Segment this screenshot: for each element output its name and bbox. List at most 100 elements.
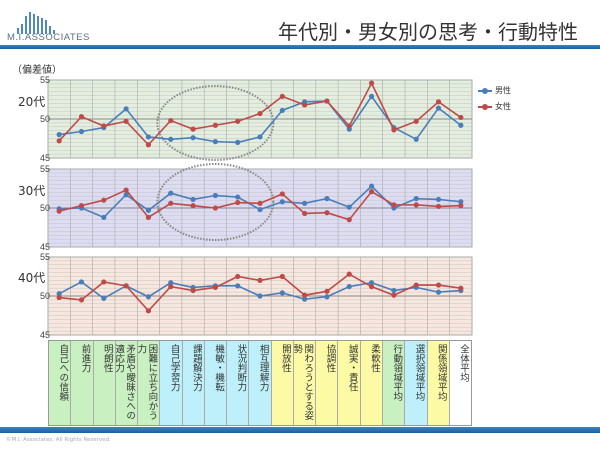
data-point-male [235, 194, 241, 200]
logo-icon [17, 12, 55, 34]
data-point-female [302, 210, 308, 217]
category-label: 関わろうとする姿勢 [293, 341, 317, 425]
data-point-male [145, 294, 152, 300]
data-point-female [235, 273, 241, 280]
data-point-female [302, 292, 308, 298]
data-point-male [235, 139, 241, 145]
data-point-male [368, 183, 375, 189]
data-point-male [123, 192, 129, 198]
data-point-male [168, 280, 174, 286]
data-point-male [302, 296, 308, 302]
data-point-female [346, 271, 352, 277]
category-label: 協調性 [316, 341, 339, 425]
data-point-female [168, 284, 174, 290]
data-point-male [279, 199, 285, 205]
data-point-male [302, 200, 308, 206]
data-point-male [257, 293, 263, 299]
category-label: 誠実・責任 [338, 341, 361, 425]
data-point-male [279, 290, 285, 296]
data-point-male [145, 207, 152, 213]
data-point-female [212, 122, 218, 128]
data-point-male [391, 287, 397, 294]
data-point-female [324, 210, 330, 216]
data-point-female [324, 98, 330, 104]
data-point-male [168, 136, 174, 142]
data-point-male [145, 134, 152, 140]
data-point-male [212, 192, 218, 199]
data-point-female [101, 123, 107, 129]
data-point-male [78, 279, 85, 285]
y-tick-label: 45 [40, 153, 50, 163]
header-divider [0, 45, 600, 49]
data-point-female [56, 138, 62, 144]
data-point-male [458, 199, 464, 205]
data-point-male [435, 105, 442, 111]
data-point-male [368, 93, 375, 99]
data-point-male [78, 128, 85, 135]
data-point-male [257, 134, 263, 140]
data-point-female [123, 118, 129, 124]
data-point-female [458, 285, 464, 291]
highlight-ellipse [156, 85, 275, 161]
highlight-ellipse [156, 163, 275, 241]
data-point-female [190, 203, 196, 209]
data-point-male [101, 295, 107, 301]
legend-male: 男性 [478, 85, 511, 96]
category-label: 前進力 [71, 341, 94, 425]
panel-label-30s: 30代 [18, 184, 46, 198]
data-point-male [101, 214, 107, 220]
category-label: 行動領域平均 [382, 341, 406, 425]
data-point-female [212, 205, 218, 211]
data-point-female [235, 118, 241, 124]
data-point-male [435, 289, 442, 295]
data-point-female [101, 197, 107, 203]
data-point-female [368, 80, 375, 86]
data-point-female [190, 287, 196, 294]
y-tick-label: 45 [40, 330, 50, 340]
category-label: 矛盾や曖昧さへの適応力 [115, 341, 139, 425]
data-point-female [257, 110, 263, 117]
panel-label-40s: 40代 [18, 271, 46, 285]
category-label: 機敏・機転 [204, 341, 228, 425]
data-point-female [212, 284, 218, 291]
data-point-female [368, 284, 375, 290]
data-point-female [391, 292, 397, 298]
legend-female-marker [478, 103, 492, 110]
category-label: 開放性 [271, 341, 294, 425]
category-label: 明朗性 [93, 341, 116, 425]
data-point-male [235, 283, 241, 289]
data-point-female [123, 187, 129, 193]
y-tick-label: 50 [40, 203, 50, 213]
y-tick-label: 55 [40, 252, 50, 262]
data-point-female [324, 288, 330, 294]
data-point-male [346, 204, 352, 210]
category-label: 関係領域平均 [427, 341, 450, 425]
y-tick-label: 55 [40, 164, 50, 174]
data-point-female [190, 126, 196, 132]
legend-female: 女性 [478, 101, 511, 112]
data-point-female [78, 297, 85, 303]
data-point-female [302, 102, 308, 108]
data-point-female [435, 282, 442, 288]
data-point-female [168, 117, 174, 124]
data-point-female [145, 214, 152, 220]
data-point-male [56, 291, 62, 297]
page-title: 年代別・男女別の思考・行動特性 [278, 20, 578, 44]
data-point-female [123, 283, 129, 289]
data-point-female [257, 200, 263, 206]
y-tick-label: 55 [40, 75, 50, 85]
data-point-female [101, 279, 107, 285]
data-point-male [257, 206, 263, 213]
copyright: ©M.I. Associates. All Rights Reserved. [6, 437, 111, 443]
data-point-female [391, 202, 397, 208]
data-point-female [56, 208, 62, 214]
data-point-female [145, 308, 152, 314]
data-point-male [324, 196, 330, 202]
y-tick-label: 45 [40, 242, 50, 252]
data-point-female [279, 191, 285, 197]
data-point-female [279, 93, 285, 99]
data-point-male [123, 106, 129, 112]
data-point-female [458, 203, 464, 209]
